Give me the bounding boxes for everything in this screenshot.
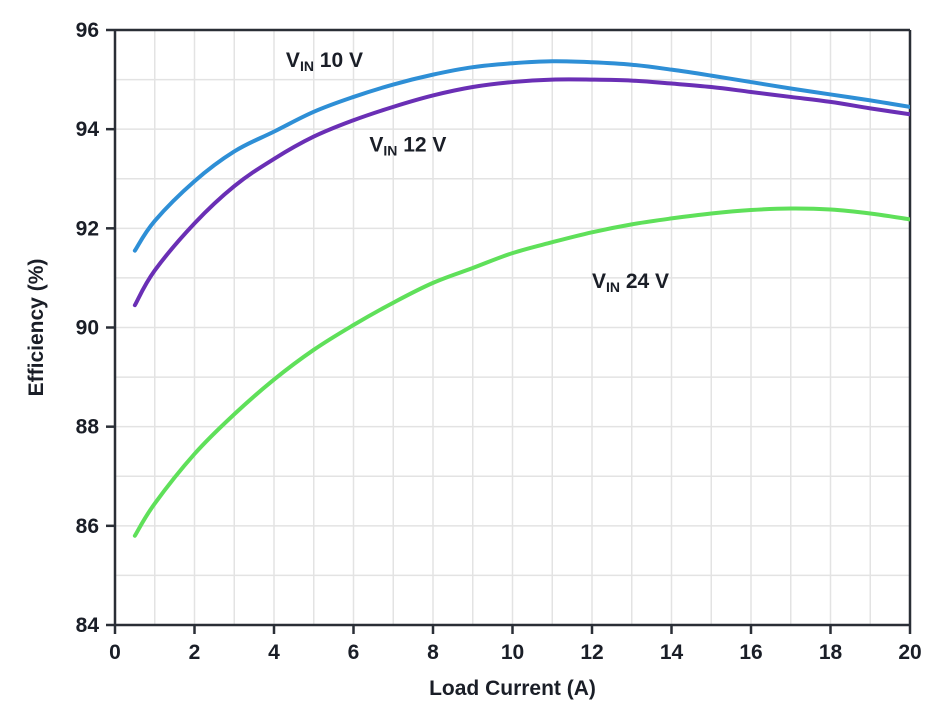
- series-label-vin-24v: VIN 24 V: [592, 270, 669, 295]
- y-tick-label: 96: [76, 19, 99, 42]
- x-axis-title: Load Current (A): [429, 677, 596, 700]
- x-tick-label: 12: [580, 641, 603, 664]
- y-tick-label: 86: [76, 515, 99, 538]
- grid: [115, 30, 910, 625]
- series-label-vin-12v: VIN 12 V: [369, 133, 446, 158]
- x-tick-label: 14: [660, 641, 684, 664]
- x-tick-label: 2: [189, 641, 201, 664]
- x-tick-label: 4: [268, 641, 280, 664]
- y-axis-title: Efficiency (%): [25, 259, 48, 397]
- x-tick-label: 6: [348, 641, 360, 664]
- x-tick-label: 10: [501, 641, 524, 664]
- y-tick-label: 94: [76, 118, 100, 141]
- series-label-vin-10v: VIN 10 V: [286, 49, 363, 74]
- y-tick-label: 88: [76, 416, 100, 439]
- x-tick-label: 0: [109, 641, 121, 664]
- x-tick-label: 16: [739, 641, 762, 664]
- efficiency-chart: 0 2 4 6 8 10 12 14 16 18 20 84 86 88 90 92 94 96 Load Curr…: [0, 0, 950, 720]
- x-tick-label: 20: [898, 641, 921, 664]
- y-tick-label: 84: [76, 614, 100, 637]
- chart-background: [0, 0, 950, 720]
- y-tick-label: 90: [76, 317, 99, 340]
- x-tick-label: 8: [427, 641, 439, 664]
- x-tick-label: 18: [819, 641, 843, 664]
- y-tick-label: 92: [76, 217, 99, 240]
